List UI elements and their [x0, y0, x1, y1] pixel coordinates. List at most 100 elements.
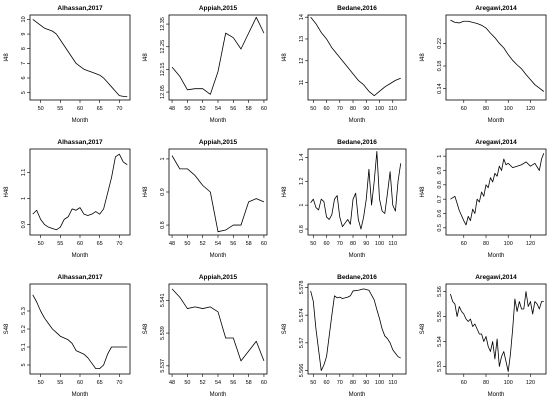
x-tick-label: 80 — [483, 241, 489, 247]
y-tick-label: 5.1 — [21, 343, 27, 351]
y-tick-label: 5.578 — [299, 281, 305, 295]
x-tick-label: 60 — [77, 241, 83, 247]
x-tick-label: 70 — [337, 380, 343, 386]
y-tick-label: 12 — [299, 58, 305, 64]
series-line — [310, 16, 401, 97]
chart-panel-12: Aregawi,2014 Month S48 60 80 100 120 5.53 5.54 5.… — [420, 274, 547, 398]
y-tick-label: 0.9 — [437, 167, 443, 175]
x-tick-label: 70 — [337, 106, 343, 112]
x-tick-label: 90 — [363, 106, 369, 112]
x-tick-label: 60 — [461, 106, 467, 112]
x-tick-label: 80 — [350, 241, 356, 247]
x-tick-label: 52 — [200, 380, 206, 386]
y-axis-label: H48 — [4, 186, 10, 198]
y-axis-label: S48 — [143, 323, 149, 334]
series-line — [171, 155, 265, 233]
y-tick-label: 1 — [160, 157, 166, 160]
y-tick-label: 0.5 — [437, 224, 443, 232]
x-tick-label: 48 — [169, 380, 175, 386]
chart-title: Alhassan,2017 — [57, 5, 103, 12]
x-tick-label: 54 — [215, 380, 221, 386]
x-tick-label: 80 — [483, 106, 489, 112]
y-tick-label: 0.22 — [437, 38, 443, 49]
chart-title: Bedane,2016 — [337, 139, 377, 146]
x-tick-label: 100 — [504, 380, 513, 386]
chart-title: Aregawi,2014 — [475, 139, 517, 146]
y-axis-label: H48 — [282, 186, 288, 198]
y-axis-label: I48 — [143, 53, 149, 62]
y-axis-label: S48 — [282, 323, 288, 334]
series-line — [310, 150, 402, 230]
y-axis-label: H48 — [143, 186, 149, 198]
x-axis-label: Month — [210, 253, 227, 259]
y-tick-label: 0.7 — [437, 195, 443, 203]
y-tick-label: 5.566 — [299, 364, 305, 378]
x-tick-label: 120 — [526, 106, 535, 112]
y-tick-label: 0.8 — [160, 221, 166, 229]
y-tick-label: 0.6 — [437, 210, 443, 218]
x-tick-label: 55 — [57, 241, 63, 247]
x-axis-label: Month — [210, 118, 227, 124]
x-tick-label: 50 — [184, 106, 190, 112]
x-tick-label: 60 — [77, 106, 83, 112]
y-tick-label: 0.8 — [437, 181, 443, 189]
x-tick-label: 80 — [483, 380, 489, 386]
series-line — [32, 153, 128, 231]
y-tick-label: 5.57 — [299, 337, 305, 348]
x-tick-label: 55 — [57, 106, 63, 112]
series-line — [32, 294, 128, 370]
x-tick-label: 60 — [261, 380, 267, 386]
x-tick-label: 110 — [388, 380, 397, 386]
x-tick-label: 65 — [97, 241, 103, 247]
y-tick-label: 5.541 — [160, 293, 166, 307]
y-axis-label: I48 — [282, 53, 288, 62]
y-tick-label: 12.35 — [160, 17, 166, 31]
y-tick-label: 12.25 — [160, 40, 166, 54]
y-tick-label: 8 — [21, 47, 27, 50]
x-axis-label: Month — [72, 253, 89, 259]
x-tick-label: 110 — [388, 106, 397, 112]
x-tick-label: 70 — [116, 106, 122, 112]
chart-panel-9: Alhassan,2017 Month S48 50 55 60 65 70 5 5.1 5.2 5.… — [4, 274, 131, 398]
x-tick-label: 58 — [246, 241, 252, 247]
x-tick-label: 100 — [504, 106, 513, 112]
chart-title: Bedane,2016 — [337, 274, 377, 281]
x-tick-label: 80 — [350, 106, 356, 112]
x-tick-label: 50 — [310, 380, 316, 386]
chart-panel-11: Bedane,2016 Month S48 50 60 70 80 90 100 110 5.566… — [282, 274, 407, 398]
y-tick-label: 5 — [21, 91, 27, 94]
chart-panel-7: Bedane,2016 Month H48 50 60 70 80 90 100 110 0.8 1 1… — [282, 139, 407, 259]
x-tick-label: 56 — [230, 241, 236, 247]
x-tick-label: 65 — [97, 106, 103, 112]
y-tick-label: 1.4 — [299, 154, 305, 162]
x-tick-label: 52 — [200, 106, 206, 112]
x-tick-label: 120 — [526, 241, 535, 247]
plot-frame — [29, 14, 131, 101]
y-tick-label: 5.537 — [160, 359, 166, 373]
y-tick-label: 1 — [21, 197, 27, 200]
y-tick-label: 5.55 — [437, 311, 443, 322]
x-tick-label: 60 — [323, 380, 329, 386]
x-tick-label: 70 — [116, 241, 122, 247]
chart-panel-4: Aregawi,2014 Month I48 60 80 100 120 0.14 0.18 0.… — [420, 5, 547, 124]
x-tick-label: 60 — [261, 106, 267, 112]
y-tick-label: 5.54 — [437, 336, 443, 347]
x-axis-label: Month — [349, 253, 366, 259]
y-tick-label: 0.9 — [21, 221, 27, 229]
chart-title: Aregawi,2014 — [475, 5, 517, 12]
series-line — [310, 288, 401, 371]
y-tick-label: 1 — [299, 204, 305, 207]
x-tick-label: 52 — [200, 241, 206, 247]
y-axis-label: I48 — [420, 53, 426, 62]
x-tick-label: 50 — [38, 241, 44, 247]
y-tick-label: 10 — [21, 16, 27, 22]
y-tick-label: 0.8 — [299, 225, 305, 233]
x-tick-label: 70 — [116, 380, 122, 386]
y-axis-label: S48 — [420, 323, 426, 334]
x-axis-label: Month — [488, 118, 505, 124]
plot-frame — [168, 148, 268, 236]
chart-panel-5: Alhassan,2017 Month H48 50 55 60 65 70 0.9 1 1.1 — [4, 139, 131, 259]
x-tick-label: 100 — [375, 241, 384, 247]
x-tick-label: 54 — [215, 241, 221, 247]
